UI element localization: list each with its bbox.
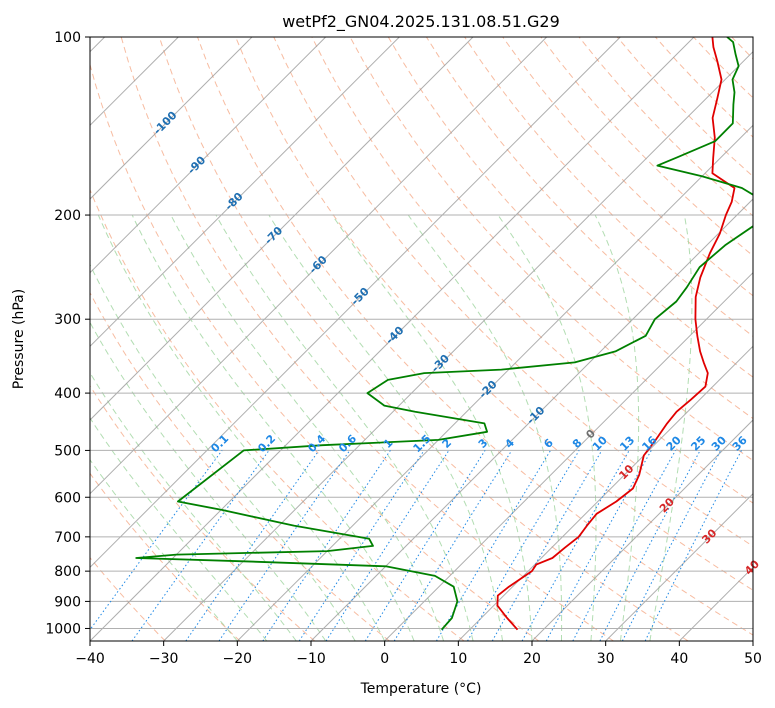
isotherm-line — [90, 37, 695, 641]
x-tick-label: 40 — [670, 651, 688, 667]
moist-adiabat-line — [90, 417, 268, 641]
dry-adiabat-line — [425, 37, 753, 378]
mixing-ratio-line — [131, 450, 270, 641]
dry-adiabat-line — [158, 37, 689, 641]
plot-frame — [89, 36, 754, 642]
mixing-ratio-line — [262, 450, 391, 641]
moist-adiabat-line — [97, 214, 386, 641]
isotherm-line — [163, 50, 753, 641]
y-tick-label: 100 — [54, 30, 81, 46]
y-tick-label: 200 — [54, 208, 81, 224]
moist-adiabats — [90, 214, 693, 641]
mixing-ratio-line — [644, 450, 742, 641]
y-axis-label: Pressure (hPa) — [11, 289, 27, 389]
mixing-ratio-line — [90, 450, 223, 631]
temperature-profile — [496, 37, 736, 631]
dry-adiabat-line — [90, 291, 390, 641]
x-tick-label: 30 — [597, 651, 615, 667]
dewpoint-profile — [135, 37, 753, 631]
y-tick-label: 900 — [54, 594, 81, 610]
pressure-gridlines — [90, 37, 753, 629]
moist-adiabat-line — [268, 214, 503, 641]
y-tick-label: 1000 — [45, 621, 81, 637]
x-tick-label: 10 — [449, 651, 467, 667]
mixing-ratio-lines — [90, 450, 742, 641]
y-tick-label: 600 — [54, 490, 81, 506]
moist-adiabat-line — [331, 214, 533, 641]
moist-adiabat-line — [649, 214, 693, 641]
y-axis-ticks: 100 200 300 400 500 600 700 800 900 1000 — [45, 30, 90, 637]
mixing-ratio-line — [572, 450, 676, 641]
x-tick-label: 20 — [523, 651, 541, 667]
y-tick-label: 500 — [54, 443, 81, 459]
isotherm-line — [457, 345, 753, 641]
y-tick-label: 300 — [54, 312, 81, 328]
x-axis-ticks: −40 −30 −20 −10 0 10 20 30 40 50 — [75, 641, 762, 667]
x-axis-label: Temperature (°C) — [360, 681, 482, 697]
mixing-ratio-line — [621, 450, 722, 641]
dry-adiabat-line — [464, 37, 753, 337]
mixing-ratio-line — [298, 450, 425, 641]
dry-adiabat-line — [90, 188, 465, 641]
dry-adiabat-line — [90, 384, 316, 641]
moist-adiabat-line — [90, 458, 238, 641]
dry-adiabats — [90, 37, 753, 641]
dry-adiabat-line — [235, 37, 753, 591]
isotherm-line — [310, 198, 753, 641]
moist-adiabat-line — [407, 214, 563, 641]
x-tick-label: −40 — [75, 651, 105, 667]
isotherm-line — [90, 37, 253, 200]
isotherm-line — [90, 37, 548, 495]
mixing-ratio-line — [521, 450, 630, 641]
moist-adiabat-line — [131, 214, 415, 641]
isotherm-line — [236, 124, 753, 641]
mixing-ratio-line — [545, 450, 652, 641]
moist-adiabat-line — [90, 371, 297, 641]
x-tick-label: −10 — [296, 651, 326, 667]
plot-area — [90, 37, 753, 641]
mixing-ratio-line — [185, 450, 320, 641]
dry-adiabat-line — [387, 37, 753, 420]
y-tick-label: 700 — [54, 530, 81, 546]
moist-adiabat-line — [170, 214, 445, 641]
isotherm-line — [90, 37, 621, 569]
chart-title: wetPf2_GN04.2025.131.08.51.G29 — [282, 12, 560, 32]
isotherm-line — [531, 419, 753, 641]
dry-adiabat-line — [502, 37, 753, 297]
isotherm-line — [90, 37, 400, 348]
y-tick-label: 800 — [54, 564, 81, 580]
isotherm-line — [605, 492, 753, 641]
dry-adiabat-line — [273, 37, 753, 547]
x-tick-label: −30 — [149, 651, 179, 667]
mixing-ratio-line — [218, 450, 351, 641]
y-tick-label: 400 — [54, 386, 81, 402]
moist-adiabat-line — [594, 214, 640, 641]
dry-adiabat-line — [90, 62, 540, 641]
moist-adiabat-line — [90, 263, 356, 641]
x-tick-label: 0 — [380, 651, 389, 667]
moist-adiabat-line — [90, 321, 327, 641]
isotherm-line — [90, 37, 474, 421]
dry-adiabat-line — [349, 37, 753, 462]
moist-adiabat-line — [215, 214, 474, 641]
dry-adiabat-line — [120, 37, 614, 641]
mixing-ratio-line — [325, 450, 450, 641]
mixing-ratio-line — [393, 450, 513, 641]
isotherms — [90, 37, 753, 641]
isotherm-line — [384, 271, 753, 641]
x-tick-label: 50 — [744, 651, 762, 667]
isotherm-line — [90, 37, 327, 274]
dry-adiabat-line — [311, 37, 753, 504]
x-tick-label: −20 — [223, 651, 253, 667]
profile-series — [135, 37, 753, 631]
dry-adiabat-line — [90, 472, 241, 641]
